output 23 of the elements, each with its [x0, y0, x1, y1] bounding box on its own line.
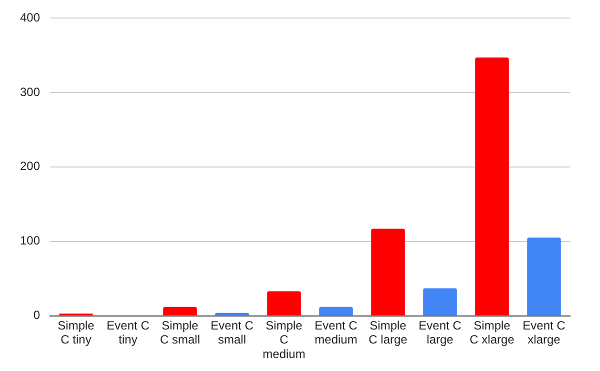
x-tick-label: Event C medium [314, 318, 358, 347]
bar [475, 57, 509, 316]
bar [423, 288, 457, 316]
x-tick-label: Simple C small [160, 318, 200, 347]
y-tick-label: 300 [20, 84, 40, 99]
x-tick-label: Simple C xlarge [470, 318, 515, 347]
bar [319, 306, 353, 316]
x-tick-label: Event C small [210, 318, 254, 347]
bar [215, 312, 249, 316]
bar [267, 291, 301, 316]
x-tick-label: Simple C large [368, 318, 408, 347]
bar [371, 228, 405, 316]
y-tick-label: 100 [20, 234, 40, 248]
y-tick-label: 200 [20, 159, 40, 174]
x-tick-label: Simple C medium [262, 318, 306, 362]
x-tick-label: Simple C tiny [58, 318, 95, 347]
y-tick-label: 0 [33, 308, 40, 322]
x-tick-label: Event C large [418, 318, 462, 347]
bar [527, 238, 561, 316]
x-tick-label: Event C tiny [106, 318, 150, 347]
y-tick-label: 400 [20, 10, 40, 24]
bar [163, 306, 197, 316]
x-tick-label: Event C xlarge [522, 318, 566, 347]
